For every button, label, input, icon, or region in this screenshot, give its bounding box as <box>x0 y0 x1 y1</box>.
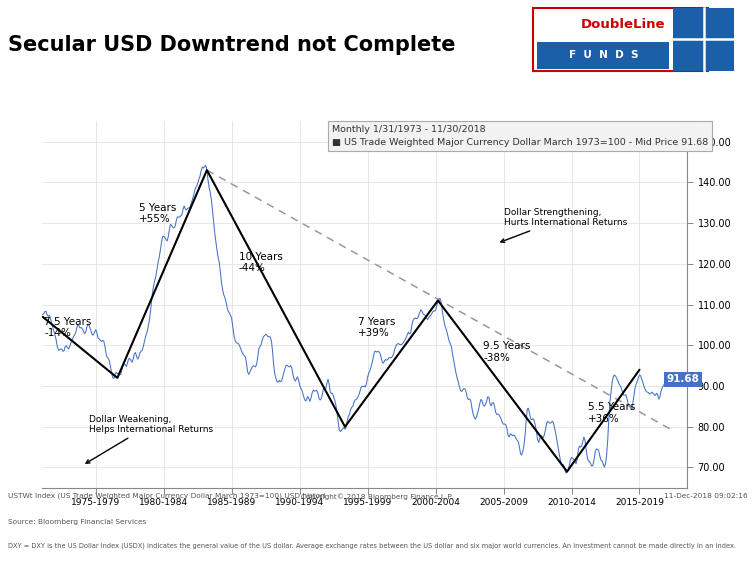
Text: 9.5 Years
-38%: 9.5 Years -38% <box>483 341 531 363</box>
Text: 5.5 Years
+36%: 5.5 Years +36% <box>588 402 635 424</box>
Text: DoubleLine: DoubleLine <box>581 18 665 31</box>
Text: F  U  N  D  S: F U N D S <box>569 50 639 60</box>
Text: Monthly 1/31/1973 - 11/30/2018
■ US Trade Weighted Major Currency Dollar March 1: Monthly 1/31/1973 - 11/30/2018 ■ US Trad… <box>332 125 708 147</box>
FancyBboxPatch shape <box>533 8 708 70</box>
Text: 7.5 Years
-14%: 7.5 Years -14% <box>45 317 91 338</box>
FancyBboxPatch shape <box>673 8 735 70</box>
Text: Secular USD Downtrend not Complete: Secular USD Downtrend not Complete <box>8 36 456 55</box>
Text: USTWt Index (US Trade Weighted Major Currency Dollar March 1973=100) USD histori: USTWt Index (US Trade Weighted Major Cur… <box>8 493 325 499</box>
Text: 91.68: 91.68 <box>667 374 699 384</box>
Text: Copyright© 2018 Bloomberg Finance L.P.: Copyright© 2018 Bloomberg Finance L.P. <box>301 493 454 500</box>
FancyBboxPatch shape <box>538 42 669 69</box>
Text: 11-Dec-2018 09:02:16: 11-Dec-2018 09:02:16 <box>664 493 747 499</box>
Text: Source: Bloomberg Financial Services: Source: Bloomberg Financial Services <box>8 518 146 525</box>
Text: Dollar Weakening,
Helps International Returns: Dollar Weakening, Helps International Re… <box>86 415 213 463</box>
Text: Dollar Strengthening,
Hurts International Returns: Dollar Strengthening, Hurts Internationa… <box>501 208 627 243</box>
Text: DXY = DXY is the US Dollar Index (USDX) indicates the general value of the US do: DXY = DXY is the US Dollar Index (USDX) … <box>8 542 735 549</box>
Text: 5 Years
+55%: 5 Years +55% <box>140 202 177 224</box>
Text: 7 Years
+39%: 7 Years +39% <box>358 317 396 338</box>
Text: 10 Years
-44%: 10 Years -44% <box>239 252 282 273</box>
